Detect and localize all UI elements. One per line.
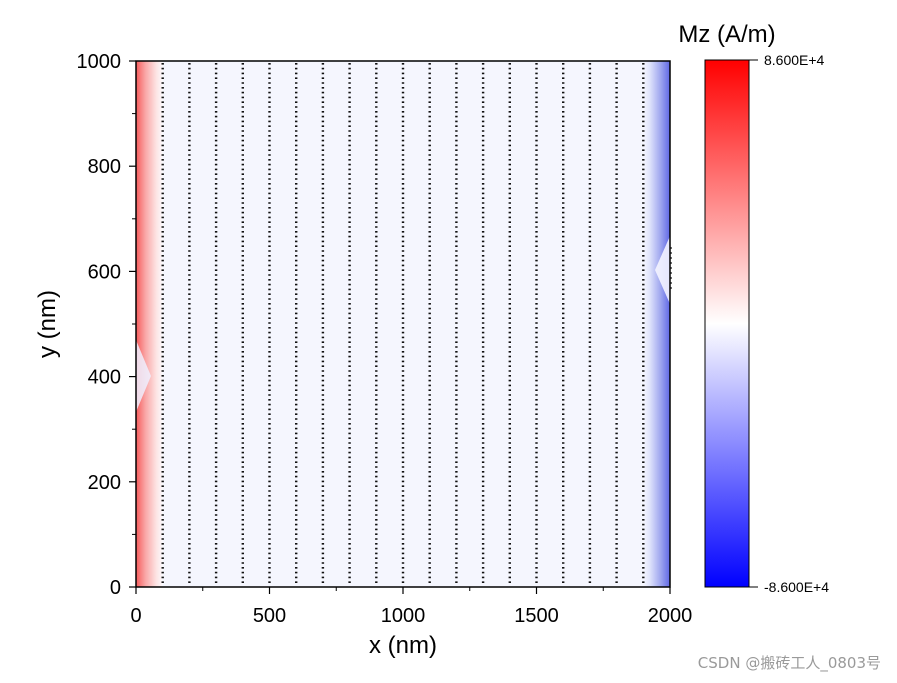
x-tick-label: 1000 — [381, 605, 426, 627]
colorbar-max-label: 8.600E+4 — [764, 52, 825, 68]
interior-region — [136, 61, 670, 587]
colorbar-scale — [704, 59, 750, 588]
x-tick-label: 2000 — [648, 605, 693, 627]
x-tick-label: 0 — [130, 605, 141, 627]
y-tick-label: 1000 — [77, 51, 122, 73]
y-tick-label: 0 — [110, 577, 121, 599]
left-edge-red-region — [136, 61, 163, 587]
y-tick-label: 800 — [88, 156, 121, 178]
magnetization-vector-columns — [161, 63, 672, 585]
heatmap-field — [136, 61, 670, 587]
colorbar-title: Mz (A/m) — [678, 21, 775, 48]
x-tick-label: 1500 — [514, 605, 559, 627]
colorbar-min-label: -8.600E+4 — [764, 579, 829, 595]
y-axis-label: y (nm) — [34, 290, 61, 358]
y-tick-label: 200 — [88, 472, 121, 494]
x-axis: 0 500 1000 1500 2000 — [130, 587, 692, 627]
colorbar: Mz (A/m) 8.600E+4 -8.600E+4 — [678, 21, 829, 595]
left-notch — [136, 340, 151, 412]
right-notch — [655, 236, 670, 304]
y-tick-label: 600 — [88, 261, 121, 283]
right-edge-blue-region — [643, 61, 670, 587]
watermark: CSDN @搬砖工人_0803号 — [697, 654, 881, 672]
y-axis: 0 200 400 600 800 1000 — [77, 51, 136, 599]
x-tick-label: 500 — [253, 605, 286, 627]
y-tick-label: 400 — [88, 367, 121, 389]
x-axis-label: x (nm) — [369, 632, 437, 659]
